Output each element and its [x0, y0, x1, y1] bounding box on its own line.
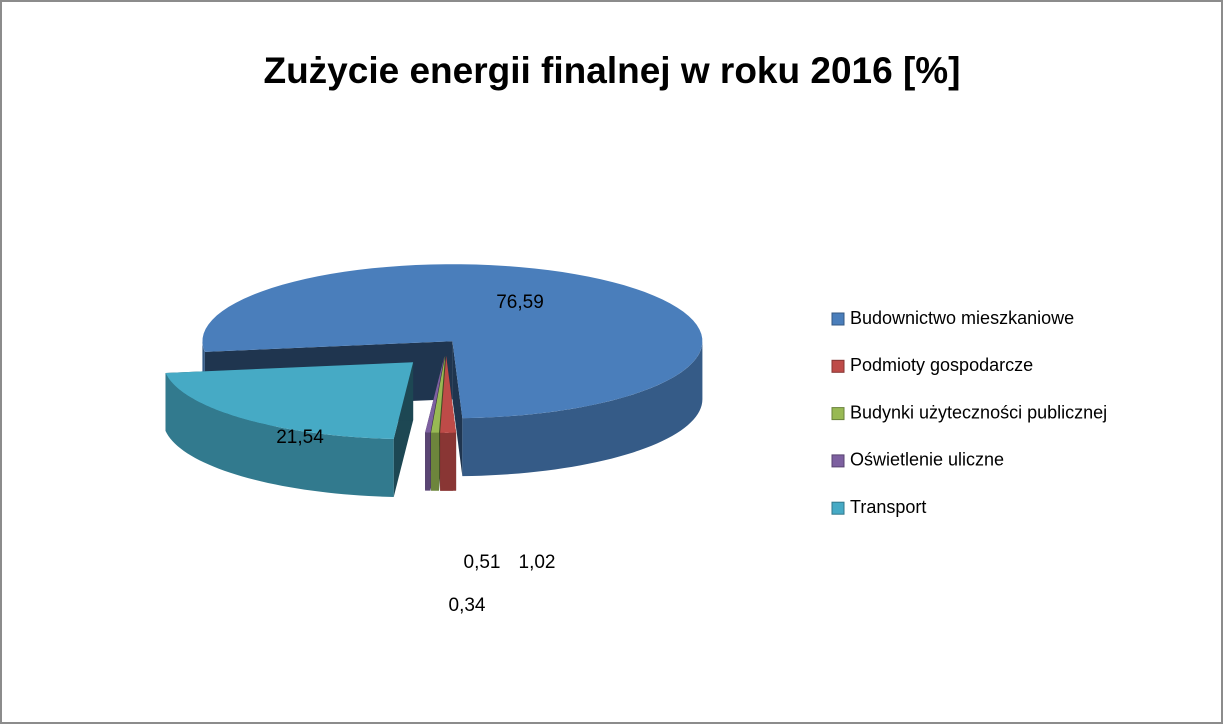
- legend-swatch: [831, 454, 845, 468]
- slice: [202, 264, 703, 419]
- slice: [431, 355, 446, 433]
- legend-swatch: [831, 359, 845, 373]
- legend-label: Podmioty gospodarcze: [850, 355, 1033, 375]
- slice: [425, 355, 445, 433]
- legend-label: Oświetlenie uliczne: [850, 450, 1004, 470]
- chart-title: Zużycie energii finalnej w roku 2016 [%]: [263, 50, 960, 91]
- slice-wall: [425, 432, 431, 491]
- slice: [165, 362, 414, 498]
- slice-wall: [440, 432, 457, 491]
- data-label: 1,02: [519, 552, 556, 573]
- slice: [165, 362, 414, 440]
- data-label: 21,54: [276, 427, 324, 448]
- slice: [440, 355, 457, 491]
- legend-label: Budynki użyteczności publicznej: [850, 402, 1107, 422]
- legend-swatch: [831, 407, 845, 421]
- legend-swatch: [831, 312, 845, 326]
- slice-wall: [165, 372, 394, 498]
- legend-swatch: [831, 501, 845, 515]
- slice-side: [452, 341, 463, 477]
- legend-label: Budownictwo mieszkaniowe: [850, 308, 1074, 328]
- data-label: 0,51: [464, 552, 501, 573]
- slice-wall: [431, 432, 440, 491]
- legend-label: Transport: [850, 497, 926, 517]
- slice: [440, 355, 457, 433]
- data-label: 0,34: [449, 595, 486, 616]
- slice-wall: [462, 341, 703, 477]
- data-label: 76,59: [496, 292, 544, 313]
